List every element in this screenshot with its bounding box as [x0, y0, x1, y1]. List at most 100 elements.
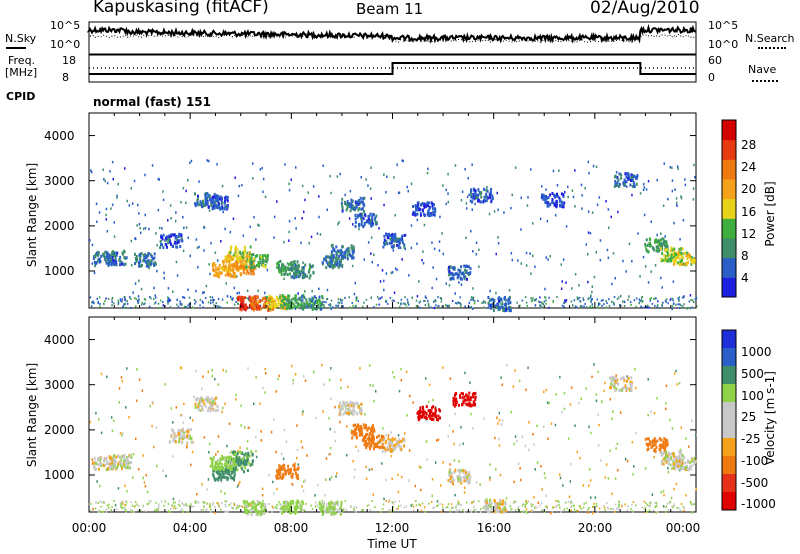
scatter-cell	[483, 417, 485, 420]
echo-cell	[208, 398, 211, 402]
ground-cell	[419, 300, 422, 303]
scatter-cell	[590, 300, 592, 303]
ground-cell	[371, 500, 374, 502]
ground-cell	[137, 301, 140, 304]
echo-cell	[123, 263, 126, 267]
scatter-cell	[669, 166, 671, 169]
ground-cell	[323, 300, 325, 303]
scatter-cell	[126, 367, 128, 370]
scatter-cell	[246, 289, 249, 292]
scatter-cell	[412, 401, 414, 404]
scatter-cell	[330, 307, 332, 311]
echo-cell	[635, 182, 638, 186]
echo-cell	[300, 508, 302, 512]
echo-cell	[383, 241, 385, 245]
echo-cell	[663, 259, 666, 263]
scatter-cell	[98, 418, 100, 421]
scatter-cell	[410, 182, 413, 185]
echo-cell	[292, 260, 295, 264]
ground-cell	[388, 509, 390, 512]
scatter-cell	[632, 473, 634, 476]
echo-cell	[97, 458, 100, 462]
echo-cell	[244, 459, 247, 463]
ground-cell	[556, 504, 558, 507]
scatter-cell	[169, 204, 172, 207]
echo-cell	[282, 508, 285, 511]
echo-cell	[191, 440, 194, 444]
ground-cell	[449, 510, 452, 513]
scatter-cell	[157, 177, 160, 181]
echo-cell	[353, 410, 356, 414]
echo-cell	[294, 472, 297, 475]
ground-cell	[121, 298, 123, 301]
ground-cell	[433, 506, 435, 509]
echo-cell	[111, 465, 114, 469]
echo-cell	[123, 250, 126, 254]
scatter-cell	[352, 252, 354, 256]
scatter-cell	[418, 465, 421, 469]
ground-cell	[180, 303, 182, 306]
echo-cell	[256, 306, 259, 310]
echo-cell	[357, 202, 360, 206]
echo-cell	[359, 212, 362, 216]
echo-cell	[247, 502, 250, 506]
echo-cell	[197, 194, 199, 198]
scatter-cell	[590, 496, 592, 499]
ground-cell	[512, 502, 515, 504]
echo-cell	[354, 224, 357, 228]
echo-cell	[555, 204, 557, 208]
echo-cell	[242, 253, 245, 257]
echo-cell	[276, 262, 279, 266]
scatter-cell	[338, 221, 340, 224]
echo-cell	[434, 410, 437, 414]
echo-cell	[289, 500, 292, 504]
scatter-cell	[161, 227, 163, 230]
scatter-cell	[674, 188, 676, 191]
echo-cell	[391, 232, 394, 236]
echo-cell	[372, 447, 375, 451]
echo-cell	[198, 400, 201, 403]
echo-cell	[352, 256, 355, 260]
ground-cell	[435, 304, 437, 307]
scatter-cell	[478, 265, 480, 268]
echo-cell	[281, 305, 284, 309]
echo-cell	[343, 254, 346, 258]
ground-cell	[321, 499, 323, 502]
echo-cell	[327, 264, 330, 268]
echo-cell	[341, 245, 344, 249]
scatter-cell	[351, 264, 354, 268]
ground-cell	[211, 296, 214, 299]
echo-cell	[257, 510, 260, 514]
echo-cell	[468, 265, 470, 269]
scatter-cell	[592, 511, 594, 515]
ground-cell	[558, 503, 560, 506]
scatter-cell	[424, 295, 427, 298]
scatter-cell	[520, 196, 522, 200]
echo-cell	[283, 300, 286, 304]
echo-cell	[649, 238, 652, 242]
ground-cell	[534, 505, 536, 508]
scatter-cell	[136, 368, 138, 371]
echo-cell	[229, 474, 232, 478]
scatter-cell	[208, 263, 210, 266]
scatter-cell	[329, 452, 331, 456]
scatter-cell	[234, 176, 236, 179]
scatter-cell	[120, 376, 123, 379]
scatter-cell	[106, 181, 109, 185]
echo-cell	[280, 303, 283, 307]
scatter-cell	[205, 284, 208, 288]
echo-cell	[329, 265, 332, 269]
echo-cell	[129, 455, 131, 458]
echo-cell	[330, 252, 333, 256]
scatter-cell	[149, 404, 151, 408]
echo-cell	[99, 260, 102, 263]
echo-cell	[177, 432, 180, 435]
echo-cell	[432, 405, 435, 409]
ground-cell	[194, 302, 196, 305]
scatter-cell	[670, 463, 672, 467]
echo-cell	[334, 502, 337, 505]
scatter-cell	[334, 430, 336, 434]
ground-cell	[546, 507, 548, 510]
echo-cell	[613, 184, 616, 188]
ground-cell	[473, 302, 476, 305]
